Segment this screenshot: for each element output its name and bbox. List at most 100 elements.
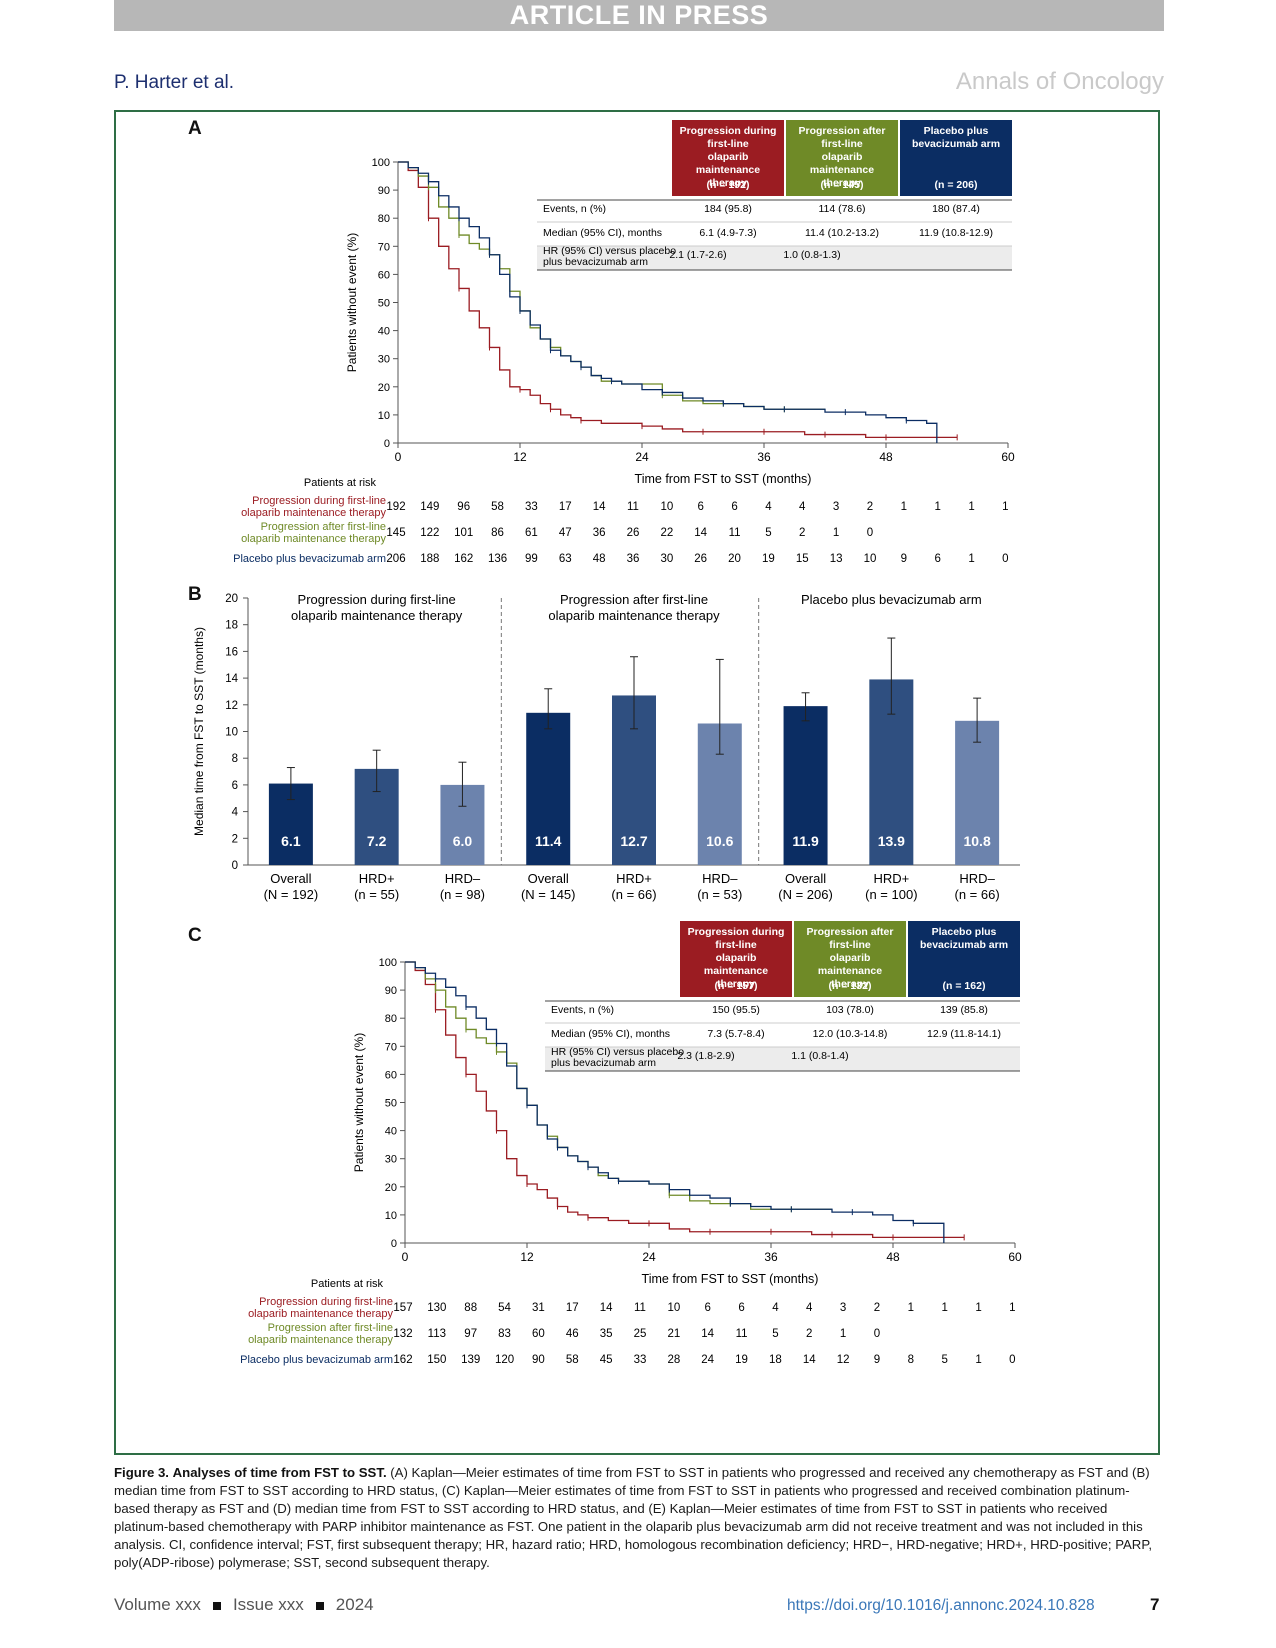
risk-count: 1 — [908, 1302, 914, 1314]
risk-count: 122 — [420, 527, 439, 539]
group-title: olaparib maintenance therapy — [291, 608, 463, 623]
table-header-n: (n = 206) — [935, 179, 978, 191]
table-cell: 11.4 (10.2-13.2) — [805, 227, 879, 239]
bar-n-label: (n = 100) — [865, 887, 917, 902]
risk-count: 0 — [867, 527, 873, 539]
bar-n-label: (n = 66) — [611, 887, 656, 902]
table-cell: 114 (78.6) — [818, 203, 865, 215]
risk-count: 10 — [667, 1302, 680, 1314]
y-tick-label: 90 — [378, 185, 390, 197]
table-header-title: first-line — [821, 138, 863, 150]
risk-row-label: Placebo plus bevacizumab arm — [233, 553, 386, 565]
table-cell: 12.9 (11.8-14.1) — [927, 1028, 1001, 1040]
y-axis-label: Patients without event (%) — [352, 1033, 366, 1172]
table-cell: 184 (95.8) — [704, 203, 752, 215]
y-tick-label: 6 — [232, 780, 238, 792]
risk-count: 3 — [840, 1302, 846, 1314]
risk-table-title: Patients at risk — [311, 1278, 384, 1290]
bar — [955, 720, 1000, 865]
group-title: olaparib maintenance therapy — [548, 608, 720, 623]
bar-category-label: HRD– — [445, 871, 481, 886]
x-axis-label: Time from FST to SST (months) — [642, 1272, 819, 1286]
risk-count: 136 — [488, 553, 507, 565]
table-header-n: (n = 162) — [943, 980, 986, 992]
km-curve — [405, 961, 832, 1210]
risk-count: 96 — [457, 501, 470, 513]
risk-count: 47 — [559, 527, 572, 539]
bar-n-label: (n = 66) — [955, 887, 1000, 902]
caption-label: Figure 3. — [114, 1465, 169, 1480]
x-tick-label: 0 — [395, 450, 402, 464]
y-tick-label: 50 — [385, 1098, 397, 1110]
table-cell: 2.1 (1.7-2.6) — [669, 249, 726, 261]
table-header-title: olaparib — [708, 151, 749, 163]
bar-value-label: 10.8 — [963, 833, 990, 849]
table-header-title: bevacizumab arm — [920, 939, 1008, 951]
risk-row-label: olaparib maintenance therapy — [241, 507, 386, 519]
risk-count: 54 — [498, 1302, 511, 1314]
risk-count: 0 — [874, 1328, 880, 1340]
risk-count: 6 — [934, 553, 940, 565]
table-row-label: Median (95% CI), months — [551, 1028, 670, 1040]
group-title: Placebo plus bevacizumab arm — [801, 592, 982, 607]
table-header-title: Placebo plus — [924, 125, 989, 137]
table-header-title: Progression after — [799, 125, 886, 137]
risk-count: 17 — [559, 501, 572, 513]
bar-chart-panel-b: 0 2 4 6 8 10 12 14 16 18 20 Median time from FST to… — [192, 592, 1020, 902]
doi-link[interactable]: https://doi.org/10.1016/j.annonc.2024.10… — [787, 1597, 1095, 1614]
bar-value-label: 7.2 — [367, 833, 387, 849]
risk-count: 9 — [874, 1354, 880, 1366]
risk-count: 1 — [968, 501, 974, 513]
y-tick-label: 70 — [378, 241, 390, 253]
table-cell: 11.9 (10.8-12.9) — [919, 227, 993, 239]
risk-count: 1 — [901, 501, 907, 513]
bar-n-label: (n = 53) — [697, 887, 742, 902]
risk-count: 99 — [525, 553, 538, 565]
risk-count: 36 — [627, 553, 640, 565]
risk-count: 11 — [634, 1302, 646, 1314]
bar-value-label: 10.6 — [706, 833, 733, 849]
risk-count: 192 — [386, 501, 405, 513]
table-header-cell — [900, 120, 1012, 196]
y-tick-label: 0 — [391, 1238, 397, 1250]
x-tick-label: 24 — [642, 1250, 656, 1264]
risk-row-label: Progression during first-line — [259, 1296, 393, 1308]
risk-count: 1 — [968, 553, 974, 565]
x-tick-label: 48 — [879, 450, 893, 464]
risk-count: 1 — [840, 1328, 846, 1340]
risk-count: 35 — [600, 1328, 613, 1340]
figure-caption: Figure 3. Analyses of time from FST to S… — [114, 1464, 1164, 1572]
risk-count: 14 — [600, 1302, 613, 1314]
risk-count: 1 — [833, 527, 839, 539]
table-cell: 6.1 (4.9-7.3) — [699, 227, 756, 239]
km-curve — [398, 161, 958, 439]
table-cell: 2.3 (1.8-2.9) — [677, 1050, 734, 1062]
risk-count: 6 — [704, 1302, 710, 1314]
risk-count: 101 — [454, 527, 473, 539]
article-in-press-banner: ARTICLE IN PRESS — [114, 0, 1164, 31]
running-author: P. Harter et al. — [114, 72, 235, 93]
x-tick-label: 36 — [757, 450, 771, 464]
y-axis-label: Patients without event (%) — [345, 233, 359, 372]
y-tick-label: 8 — [232, 753, 238, 765]
table-cell: 7.3 (5.7-8.4) — [707, 1028, 764, 1040]
risk-count: 12 — [837, 1354, 850, 1366]
y-tick-label: 12 — [225, 700, 238, 712]
bar-value-label: 11.9 — [792, 833, 819, 849]
risk-count: 5 — [772, 1328, 778, 1340]
y-tick-label: 10 — [385, 1210, 397, 1222]
risk-count: 206 — [386, 553, 405, 565]
risk-count: 26 — [627, 527, 640, 539]
table-cell: 1.0 (0.8-1.3) — [783, 249, 840, 261]
risk-row-label: Progression after first-line — [261, 521, 386, 533]
risk-count: 10 — [864, 553, 877, 565]
risk-count: 61 — [525, 527, 538, 539]
bar-category-label: Overall — [270, 871, 311, 886]
table-cell: 103 (78.0) — [826, 1004, 874, 1016]
risk-count: 58 — [491, 501, 504, 513]
risk-count: 13 — [830, 553, 843, 565]
risk-row-label: Placebo plus bevacizumab arm — [240, 1354, 393, 1366]
risk-count: 48 — [593, 553, 606, 565]
